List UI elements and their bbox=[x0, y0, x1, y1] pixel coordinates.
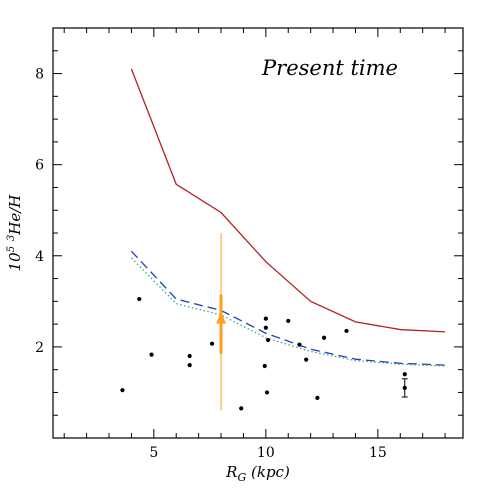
data-point bbox=[149, 352, 154, 357]
data-point bbox=[137, 296, 142, 302]
y-tick-label: 6 bbox=[35, 158, 44, 174]
data-point bbox=[187, 353, 192, 359]
x-axis-label: RG (kpc) bbox=[225, 463, 290, 484]
data-point bbox=[264, 390, 270, 395]
data-point bbox=[187, 363, 192, 368]
data-point bbox=[265, 337, 271, 343]
series-line-solid bbox=[130, 68, 446, 333]
data-point bbox=[344, 328, 349, 334]
x-tick-label: 10 bbox=[257, 445, 275, 461]
data-point bbox=[120, 388, 125, 393]
data-point bbox=[262, 363, 267, 369]
chart-title: Present time bbox=[261, 56, 398, 80]
data-point bbox=[209, 341, 215, 346]
data-point bbox=[304, 357, 309, 362]
data-point bbox=[321, 335, 327, 340]
data-point bbox=[315, 395, 320, 401]
plot-frame bbox=[52, 27, 464, 439]
series-layer bbox=[130, 68, 446, 367]
series-line-dotted bbox=[130, 257, 446, 367]
ticks bbox=[53, 28, 463, 438]
y-tick-label: 4 bbox=[35, 249, 44, 265]
points-layer bbox=[120, 296, 408, 411]
data-point bbox=[263, 316, 268, 321]
data-point bbox=[286, 318, 291, 324]
y-axis-label: 105 3He/H bbox=[6, 194, 24, 272]
marker-layer bbox=[216, 233, 227, 411]
y-tick-label: 2 bbox=[35, 340, 44, 356]
data-point bbox=[263, 325, 268, 330]
x-tick-label: 5 bbox=[149, 445, 158, 461]
data-point bbox=[402, 372, 407, 377]
data-point-with-error bbox=[402, 385, 407, 390]
x-tick-label: 15 bbox=[369, 445, 387, 461]
y-tick-label: 8 bbox=[35, 67, 44, 83]
solar-marker-arrow bbox=[216, 311, 227, 324]
data-point bbox=[239, 406, 244, 411]
series-line-dashed bbox=[130, 250, 446, 366]
data-point bbox=[297, 342, 302, 347]
tick-labels: 5 10 15 2 4 6 8 bbox=[35, 67, 387, 461]
